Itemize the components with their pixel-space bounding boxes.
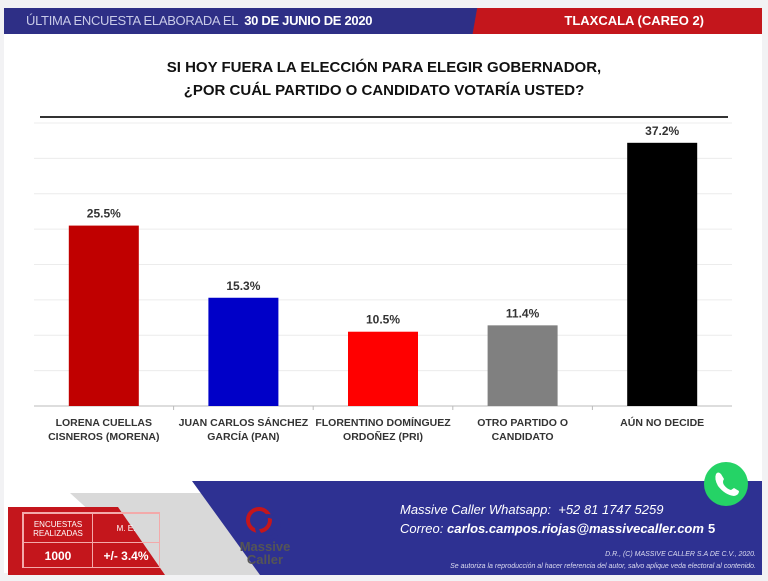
page-number: 5	[708, 521, 716, 536]
header-encuestas: ENCUESTAS REALIZADAS	[23, 513, 93, 543]
bar	[487, 325, 558, 406]
x-tick-label-line: JUAN CARLOS SÁNCHEZ	[178, 417, 309, 429]
bar	[68, 225, 139, 406]
chart-title: SI HOY FUERA LA ELECCIÓN PARA ELEGIR GOB…	[0, 56, 768, 102]
footer-red-band	[8, 507, 165, 575]
x-tick-label-line: ORDOÑEZ (PRI)	[343, 431, 423, 443]
email-label: Correo:	[400, 521, 444, 536]
massive-caller-logo-icon	[246, 507, 281, 540]
x-tick-label: LORENA CUELLAS CISNEROS (MORENA)	[34, 416, 174, 444]
x-tick-label: OTRO PARTIDO O CANDIDATO	[453, 416, 593, 444]
data-label: 15.3%	[226, 279, 260, 293]
whatsapp-number[interactable]: +52 81 1747 5259	[558, 502, 664, 517]
bar	[627, 142, 698, 406]
data-label: 37.2%	[645, 124, 679, 138]
x-tick-label: AÚN NO DECIDE	[592, 416, 732, 430]
survey-stats-table: ENCUESTAS REALIZADAS M. E. 1000 +/- 3.4%	[22, 512, 160, 568]
whatsapp-icon	[704, 462, 748, 506]
title-line-2: ¿POR CUÁL PARTIDO O CANDIDATO VOTARÍA US…	[183, 82, 585, 99]
survey-date-prefix: ÚLTIMA ENCUESTA ELABORADA EL	[26, 13, 239, 28]
x-tick-label-line: CISNEROS (MORENA)	[48, 431, 160, 443]
title-rule	[40, 116, 728, 118]
survey-date-text: ÚLTIMA ENCUESTA ELABORADA EL 30 DE JUNIO …	[26, 13, 372, 28]
x-tick-label-line: LORENA CUELLAS	[55, 417, 153, 429]
email-line: Correo: carlos.campos.riojas@massivecall…	[400, 521, 704, 536]
region-label: TLAXCALA (CAREO 2)	[564, 13, 704, 28]
email-link[interactable]: carlos.campos.riojas@massivecaller.com	[446, 521, 704, 536]
whatsapp-line: Massive Caller Whatsapp: +52 81 1747 525…	[400, 502, 663, 517]
x-tick-label-line: OTRO PARTIDO O	[477, 417, 568, 429]
logo-text: Massive Caller	[239, 539, 291, 567]
survey-date: 30 DE JUNIO DE 2020	[244, 13, 373, 28]
header-band: ÚLTIMA ENCUESTA ELABORADA EL 30 DE JUNIO …	[4, 8, 762, 34]
title-line-1: SI HOY FUERA LA ELECCIÓN PARA ELEGIR GOB…	[166, 59, 602, 76]
value-encuestas: 1000	[23, 542, 93, 568]
copyright: D.R., (C) MASSIVE CALLER S.A DE C.V., 20…	[605, 551, 756, 558]
x-tick-label-line: GARCÍA (PAN)	[207, 431, 280, 443]
data-label: 25.5%	[87, 207, 121, 221]
x-tick-label-line: FLORENTINO DOMÍNGUEZ	[315, 417, 451, 429]
whatsapp-label: Massive Caller Whatsapp:	[400, 502, 551, 517]
x-tick-label: JUAN CARLOS SÁNCHEZ GARCÍA (PAN)	[173, 416, 313, 444]
x-tick-label-line: AÚN NO DECIDE	[620, 417, 705, 429]
x-tick-label-line: CANDIDATO	[491, 431, 554, 443]
bar	[208, 297, 279, 406]
header-me: M. E.	[92, 513, 160, 543]
value-me: +/- 3.4%	[92, 542, 160, 568]
x-tick-label: FLORENTINO DOMÍNGUEZ ORDOÑEZ (PRI)	[313, 416, 453, 444]
disclaimer: Se autoriza la reproducción al hacer ref…	[450, 563, 756, 570]
data-label: 10.5%	[366, 313, 400, 327]
footer-blue-band	[192, 481, 762, 575]
data-label: 11.4%	[506, 306, 540, 320]
bar	[348, 331, 418, 406]
